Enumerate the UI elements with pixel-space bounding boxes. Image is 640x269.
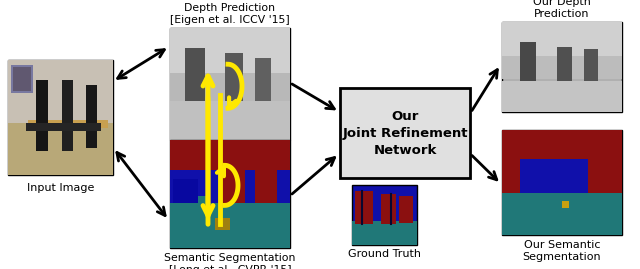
- Bar: [170, 170, 290, 203]
- Bar: [584, 49, 598, 98]
- Bar: [520, 160, 586, 193]
- Bar: [502, 22, 622, 56]
- Bar: [255, 167, 277, 210]
- Bar: [180, 196, 210, 208]
- Bar: [170, 28, 290, 73]
- Text: Depth Prediction
[Eigen et al. ICCV '15]: Depth Prediction [Eigen et al. ICCV '15]: [170, 3, 290, 25]
- Text: Our
Joint Refinement
Network: Our Joint Refinement Network: [342, 109, 468, 157]
- Bar: [28, 120, 108, 128]
- Bar: [11, 65, 33, 93]
- Text: Ground Truth: Ground Truth: [348, 249, 421, 259]
- Bar: [352, 185, 417, 245]
- Bar: [399, 196, 413, 223]
- Bar: [8, 60, 113, 123]
- Bar: [170, 203, 290, 248]
- Bar: [225, 53, 243, 126]
- Bar: [352, 221, 417, 245]
- Bar: [170, 73, 290, 101]
- Bar: [355, 191, 373, 224]
- Bar: [170, 140, 206, 210]
- Bar: [36, 80, 48, 151]
- Bar: [8, 60, 113, 175]
- Bar: [185, 48, 205, 126]
- Bar: [340, 88, 470, 178]
- Bar: [502, 160, 532, 201]
- Bar: [173, 179, 198, 203]
- Bar: [502, 56, 622, 79]
- Bar: [86, 85, 97, 148]
- Bar: [170, 140, 290, 248]
- Text: Input Image: Input Image: [27, 183, 94, 193]
- Bar: [502, 130, 622, 160]
- Bar: [170, 101, 290, 140]
- Bar: [62, 80, 73, 151]
- Text: Our Depth
Prediction: Our Depth Prediction: [533, 0, 591, 19]
- Bar: [502, 22, 622, 112]
- Text: Our Semantic
Segmentation: Our Semantic Segmentation: [523, 240, 602, 262]
- Bar: [255, 58, 271, 120]
- Bar: [170, 140, 290, 170]
- Bar: [562, 201, 569, 208]
- Bar: [502, 80, 622, 112]
- Bar: [502, 130, 622, 235]
- Bar: [26, 123, 101, 131]
- Bar: [215, 218, 230, 230]
- Bar: [381, 194, 396, 224]
- Bar: [220, 162, 245, 215]
- Text: Semantic Segmentation
[Long et al., CVPR '15]: Semantic Segmentation [Long et al., CVPR…: [164, 253, 296, 269]
- Bar: [13, 67, 31, 91]
- Bar: [502, 193, 622, 235]
- Bar: [557, 47, 572, 103]
- Bar: [588, 156, 622, 200]
- Bar: [520, 42, 536, 105]
- Bar: [170, 28, 290, 140]
- Bar: [8, 123, 113, 175]
